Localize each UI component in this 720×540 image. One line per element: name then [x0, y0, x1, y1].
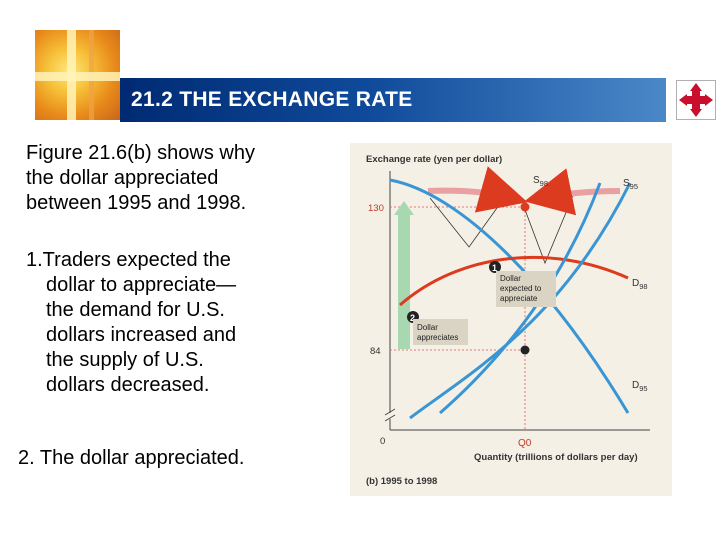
- s95-label: S95: [623, 178, 638, 191]
- d98-label-main: D: [632, 278, 639, 289]
- d95-label-sub: 95: [639, 384, 647, 393]
- annotation-box-2: [413, 319, 468, 345]
- list-item-1-line: the supply of U.S.: [46, 349, 204, 371]
- annotation-badge-1: [489, 261, 501, 273]
- equilibrium-point-new: [520, 202, 530, 212]
- y-axis-label: Exchange rate (yen per dollar): [366, 154, 502, 165]
- title-bar: 21.2 THE EXCHANGE RATE: [120, 78, 666, 122]
- x-tick-label: Q0: [518, 438, 532, 449]
- annotation-number-1: 1: [492, 263, 497, 273]
- list-item-1-line: dollars decreased.: [46, 374, 210, 396]
- annotation-1-line: expected to: [500, 284, 542, 293]
- exchange-rate-chart: Exchange rate (yen per dollar) 130 84 0 …: [350, 143, 672, 496]
- intro-line: between 1995 and 1998.: [26, 192, 247, 214]
- list-item-2: 2. The dollar appreciated.: [18, 447, 245, 469]
- annotation-1-line: appreciate: [500, 294, 538, 303]
- s95-label-main: S: [623, 178, 630, 189]
- annotation-box-1: [496, 271, 556, 307]
- appreciation-arrow-head: [394, 201, 414, 215]
- d95-label-main: D: [632, 380, 639, 391]
- y-tick-label: 84: [370, 346, 381, 357]
- d98-curve: [399, 255, 629, 307]
- supply-shift-arrow: [427, 166, 528, 213]
- y-axis-break: [384, 414, 396, 422]
- annotation-1-line: Dollar: [500, 274, 521, 283]
- s95-curve: [409, 182, 632, 420]
- annotation-2-line: Dollar: [417, 323, 438, 332]
- d95-curve: [389, 178, 630, 414]
- d98-label-sub: 98: [639, 282, 647, 291]
- logo-decoration: [35, 30, 120, 120]
- shift-bracket-left: [429, 197, 503, 248]
- s95-label-sub: 95: [630, 182, 638, 191]
- navigation-icon[interactable]: [676, 80, 716, 120]
- d98-label: D98: [632, 278, 648, 291]
- appreciation-arrow-shaft: [398, 211, 410, 349]
- annotation-2-line: appreciates: [417, 333, 458, 342]
- intro-line: Figure 21.6(b) shows why: [26, 142, 255, 164]
- intro-line: the dollar appreciated: [26, 167, 219, 189]
- s98-label-sub: 98: [540, 179, 548, 188]
- x-axis-label: Quantity (trillions of dollars per day): [474, 452, 638, 463]
- s98-label-main: S: [533, 175, 540, 186]
- logo-cross-horizontal: [35, 72, 120, 81]
- y-tick-label: 130: [368, 203, 384, 214]
- y-axis-break: [384, 408, 396, 416]
- annotation-number-2: 2: [410, 313, 415, 323]
- intro-paragraph: Figure 21.6(b) shows why the dollar appr…: [26, 141, 326, 216]
- list-item-1-line: 1.Traders expected the: [26, 249, 231, 271]
- d95-label: D95: [632, 380, 648, 393]
- chart-caption: (b) 1995 to 1998: [366, 476, 437, 487]
- equilibrium-point-old: [520, 345, 530, 355]
- chart-svg: Exchange rate (yen per dollar) 130 84 0 …: [366, 154, 650, 487]
- list-item-1-line: dollar to appreciate—: [46, 274, 237, 296]
- s98-label: S98: [533, 175, 548, 188]
- list-item-1-line: dollars increased and: [46, 324, 237, 346]
- slide-title: 21.2 THE EXCHANGE RATE: [131, 88, 413, 111]
- origin-label: 0: [380, 436, 385, 447]
- list-item-1-line: the demand for U.S.: [46, 299, 225, 321]
- list-item-1: 1.Traders expected the dollar to appreci…: [26, 248, 316, 398]
- navigation-arrows-icon: [679, 83, 713, 117]
- demand-shift-arrow: [524, 168, 621, 216]
